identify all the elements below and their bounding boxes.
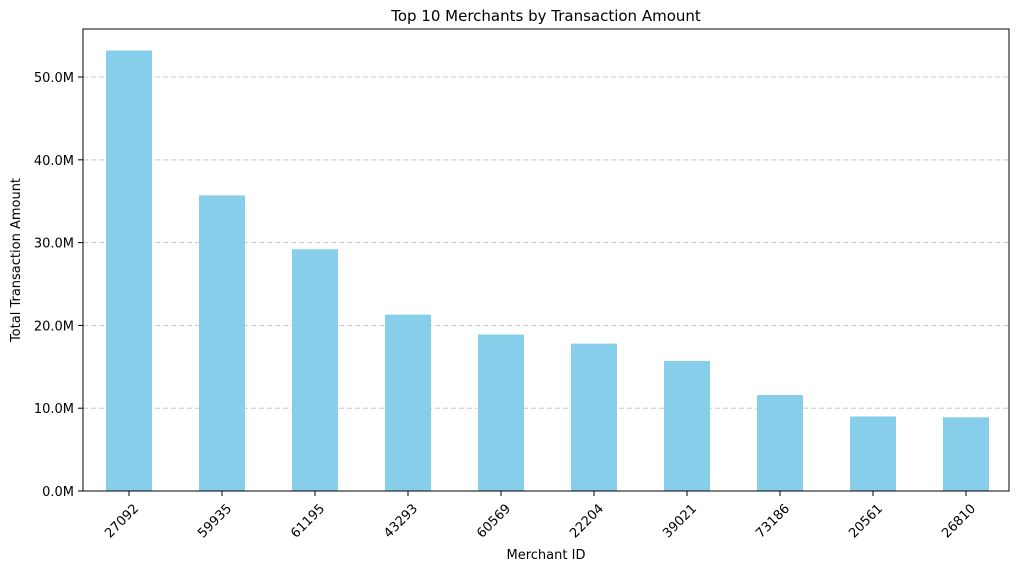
plot-area-frame	[82, 28, 1010, 492]
bar-59935	[199, 195, 245, 491]
bar-73186	[757, 394, 803, 491]
y-axis-label: Total Transaction Amount	[9, 178, 24, 343]
y-tick-label: 40.0M	[34, 154, 74, 169]
bar-27092	[106, 50, 152, 491]
x-axis-ticks: 27092 59935 61195 43293 60569 22204 39021 73186…	[102, 491, 979, 541]
x-tick-label: 22204	[567, 501, 607, 541]
y-tick-label: 0.0M	[42, 485, 74, 500]
x-tick-label: 60569	[474, 501, 514, 541]
bars	[106, 50, 989, 491]
x-tick-label: 59935	[195, 501, 235, 541]
bar-20561	[850, 416, 896, 491]
y-axis-ticks: 0.0M 10.0M 20.0M 30.0M 40.0M 50.0M	[34, 71, 83, 500]
chart-title: Top 10 Merchants by Transaction Amount	[390, 7, 701, 25]
y-tick-label: 50.0M	[34, 71, 74, 86]
bar-60569	[478, 334, 524, 491]
x-tick-label: 20561	[846, 501, 886, 541]
x-axis-label: Merchant ID	[507, 548, 586, 563]
y-tick-label: 20.0M	[34, 319, 74, 334]
x-tick-label: 39021	[660, 501, 700, 541]
bar-22204	[571, 343, 617, 491]
x-tick-label: 26810	[939, 501, 979, 541]
x-tick-label: 43293	[381, 501, 421, 541]
y-tick-label: 30.0M	[34, 237, 74, 252]
bar-39021	[664, 361, 710, 491]
x-tick-label: 73186	[753, 501, 793, 541]
bar-61195	[292, 249, 338, 491]
x-tick-label: 61195	[288, 501, 328, 541]
bar-26810	[943, 417, 989, 491]
x-tick-label: 27092	[102, 501, 142, 541]
bar-43293	[385, 314, 431, 491]
y-tick-label: 10.0M	[34, 402, 74, 417]
